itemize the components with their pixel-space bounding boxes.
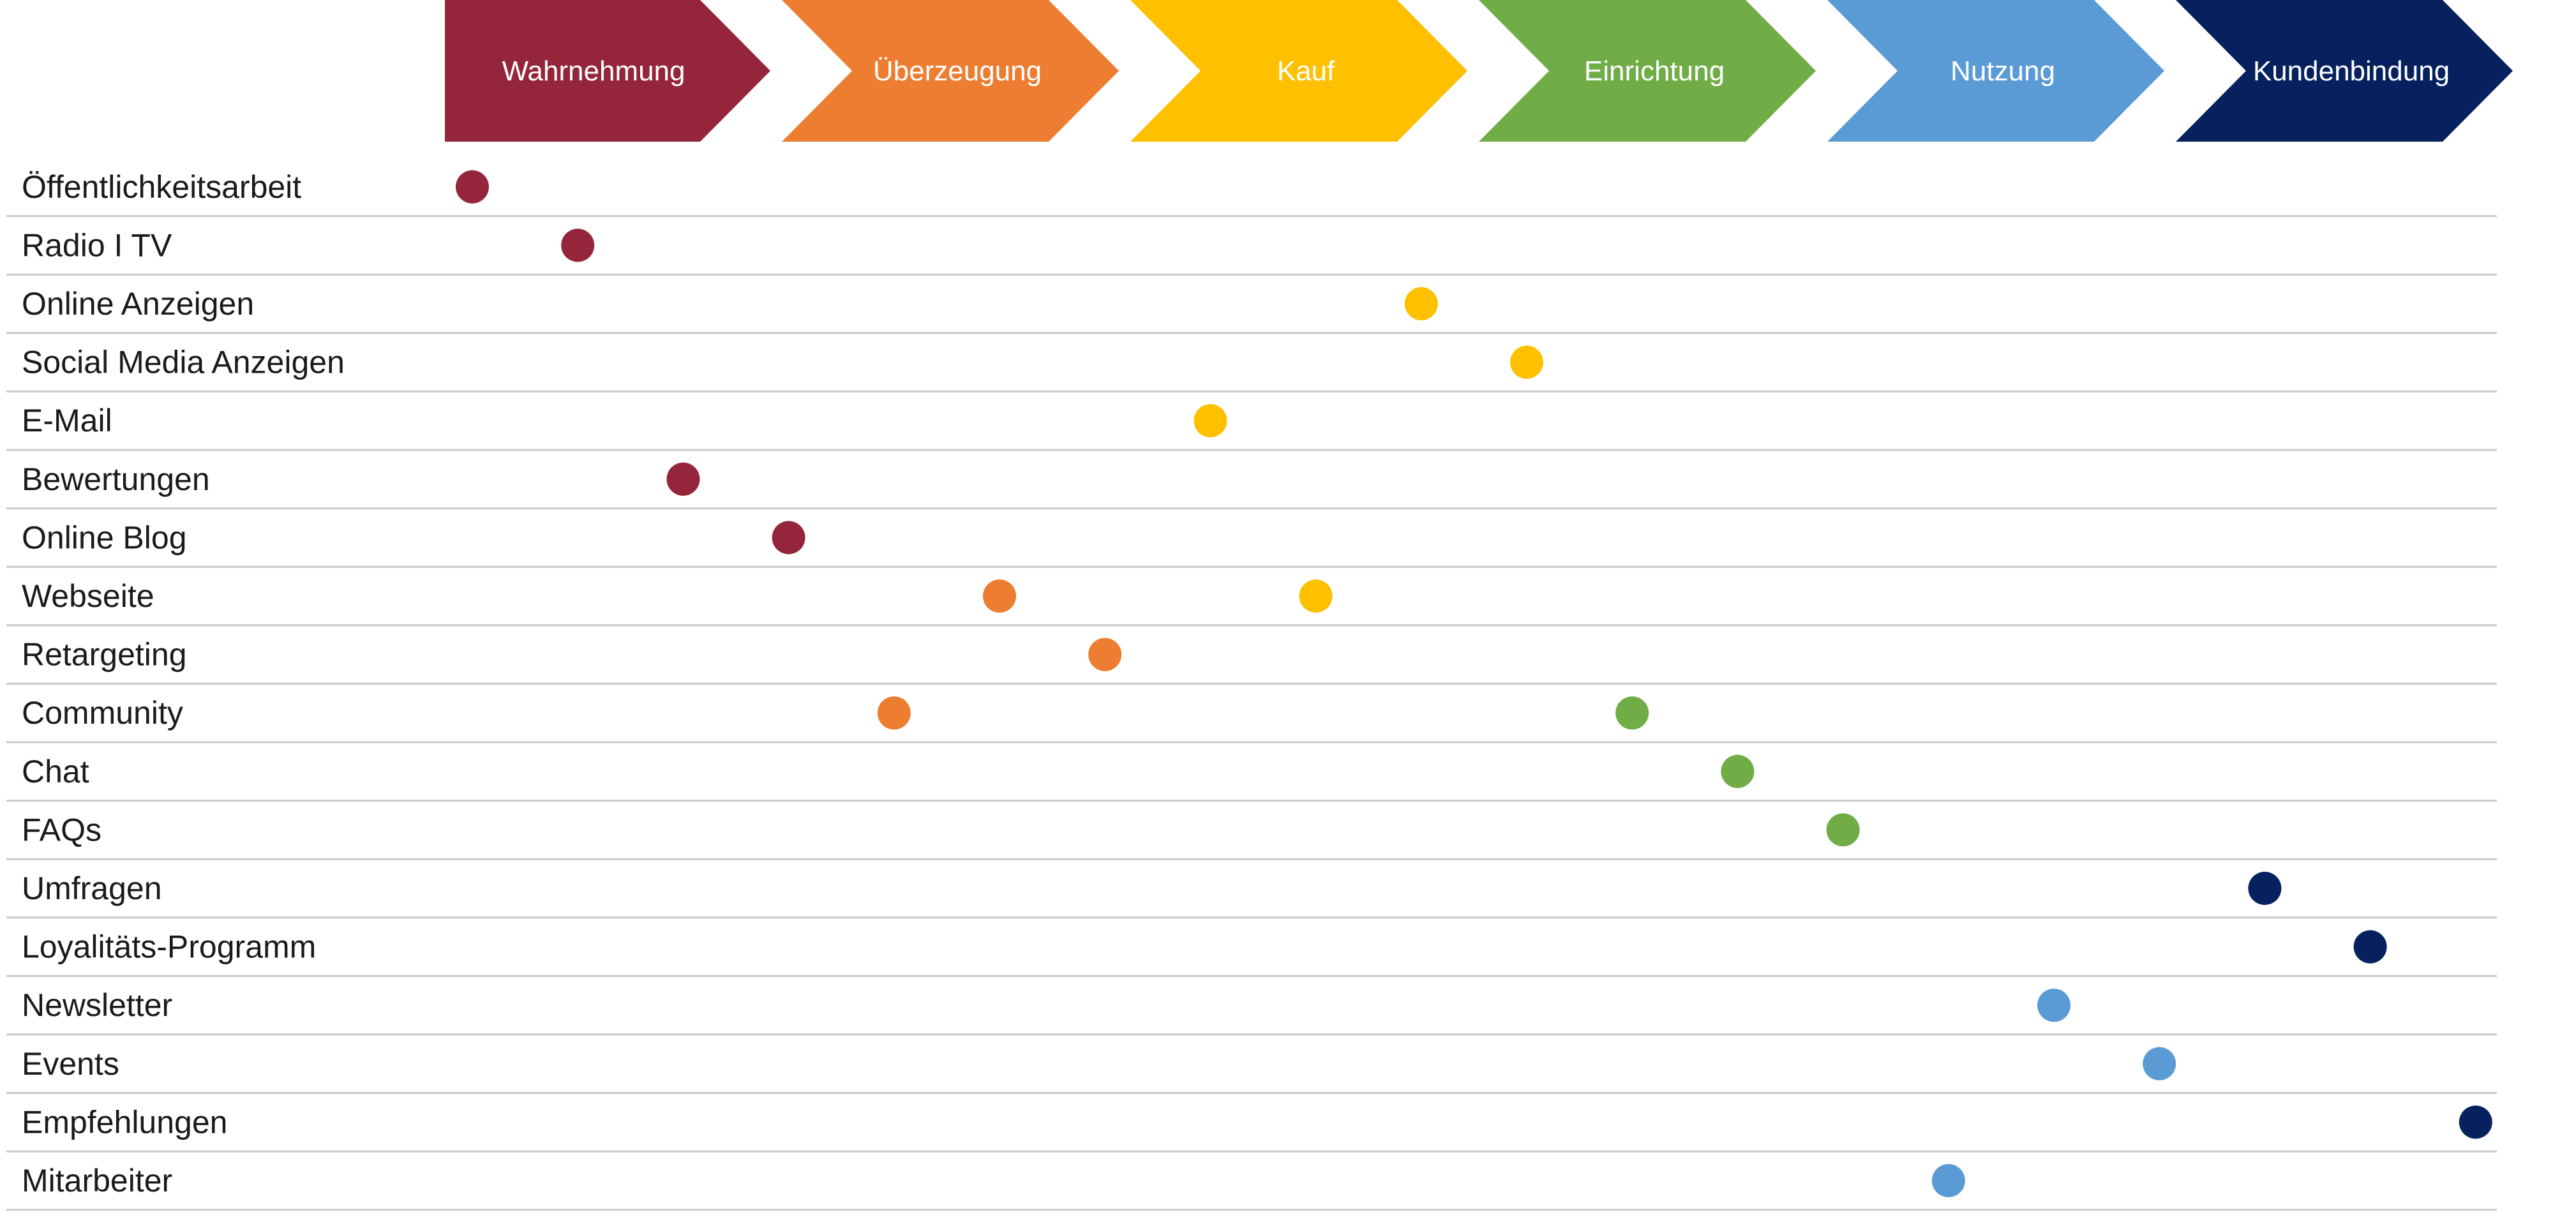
channel-label: Bewertungen bbox=[22, 461, 210, 497]
stage-chevron-3 bbox=[1130, 0, 1467, 142]
channel-row: Newsletter bbox=[6, 987, 2497, 1036]
channel-row: Radio I TV bbox=[6, 227, 2497, 276]
channel-row: E-Mail bbox=[6, 403, 2497, 451]
stage-label: Überzeugung bbox=[873, 56, 1042, 87]
stage-label: Nutzung bbox=[1951, 56, 2055, 87]
channel-label: Social Media Anzeigen bbox=[22, 345, 345, 380]
channel-label: Umfragen bbox=[22, 870, 162, 906]
channel-label: Loyalitäts-Programm bbox=[22, 929, 316, 965]
channel-label: FAQs bbox=[22, 812, 101, 847]
stage-marker-dot bbox=[877, 696, 911, 730]
channel-label: Retargeting bbox=[22, 637, 187, 673]
stage-chevron-4 bbox=[1479, 0, 1816, 142]
stage-chevron-1 bbox=[445, 0, 770, 142]
stage-chevron-6 bbox=[2176, 0, 2513, 142]
channel-row: Social Media Anzeigen bbox=[6, 345, 2497, 392]
channel-row: Öffentlichkeitsarbeit bbox=[6, 169, 2497, 218]
channel-row: Online Anzeigen bbox=[6, 286, 2497, 334]
channel-label: Radio I TV bbox=[22, 227, 172, 263]
stage-chevron-2 bbox=[782, 0, 1119, 142]
channel-row: FAQs bbox=[6, 812, 2497, 860]
stage-marker-dot bbox=[2353, 930, 2387, 964]
channel-label: Chat bbox=[22, 754, 89, 789]
channel-row: Empfehlungen bbox=[6, 1104, 2497, 1153]
stage-marker-dot bbox=[1404, 287, 1438, 320]
stage-marker-dot bbox=[2143, 1047, 2176, 1080]
channel-row: Loyalitäts-Programm bbox=[6, 929, 2497, 977]
channel-row: Events bbox=[6, 1046, 2497, 1094]
stage-marker-dot bbox=[1299, 579, 1333, 613]
channel-row: Umfragen bbox=[6, 870, 2497, 919]
stage-marker-dot bbox=[561, 228, 595, 262]
channel-label: E-Mail bbox=[22, 403, 112, 438]
stage-marker-dot bbox=[772, 521, 805, 555]
stage-marker-dot bbox=[2248, 872, 2282, 905]
stage-chevron-5 bbox=[1827, 0, 2164, 142]
stage-marker-dot bbox=[1721, 754, 1755, 788]
stage-marker-dot bbox=[983, 579, 1016, 613]
channel-label: Newsletter bbox=[22, 987, 172, 1023]
stage-marker-dot bbox=[1510, 345, 1543, 379]
channel-label: Community bbox=[22, 695, 183, 731]
channel-row: Webseite bbox=[6, 578, 2497, 627]
channel-row: Community bbox=[6, 695, 2497, 743]
channel-row: Chat bbox=[6, 754, 2497, 802]
channel-label: Öffentlichkeitsarbeit bbox=[22, 169, 301, 205]
channel-rows: Öffentlichkeitsarbeit Radio I TV Online An… bbox=[6, 169, 2497, 1211]
stage-marker-dot bbox=[2459, 1105, 2492, 1139]
stage-marker-dot bbox=[1615, 696, 1649, 730]
channel-row: Bewertungen bbox=[6, 461, 2497, 510]
stage-marker-dot bbox=[1194, 404, 1227, 438]
stage-label: Kundenbindung bbox=[2253, 56, 2450, 87]
stage-marker-dot bbox=[1088, 638, 1122, 671]
stage-marker-dot bbox=[1826, 813, 1860, 847]
stage-label: Kauf bbox=[1277, 56, 1335, 87]
stage-marker-dot bbox=[666, 462, 700, 496]
channel-label: Mitarbeiter bbox=[22, 1163, 172, 1198]
stage-marker-dot bbox=[2037, 989, 2071, 1022]
channel-label: Empfehlungen bbox=[22, 1104, 227, 1140]
stage-chevrons: Wahrnehmung Überzeugung Kauf Einrichtung Nut… bbox=[445, 0, 2513, 142]
stage-marker-dot bbox=[1931, 1164, 1965, 1197]
channel-label: Events bbox=[22, 1046, 119, 1082]
channel-row: Online Blog bbox=[6, 519, 2497, 568]
stage-label: Wahrnehmung bbox=[502, 56, 685, 87]
channel-label: Online Blog bbox=[22, 519, 187, 555]
stage-label: Einrichtung bbox=[1584, 56, 1725, 87]
channel-row: Mitarbeiter bbox=[6, 1163, 2497, 1211]
stage-marker-dot bbox=[456, 170, 489, 204]
channel-label: Online Anzeigen bbox=[22, 286, 254, 322]
channel-label: Webseite bbox=[22, 578, 154, 614]
channel-row: Retargeting bbox=[6, 637, 2497, 685]
